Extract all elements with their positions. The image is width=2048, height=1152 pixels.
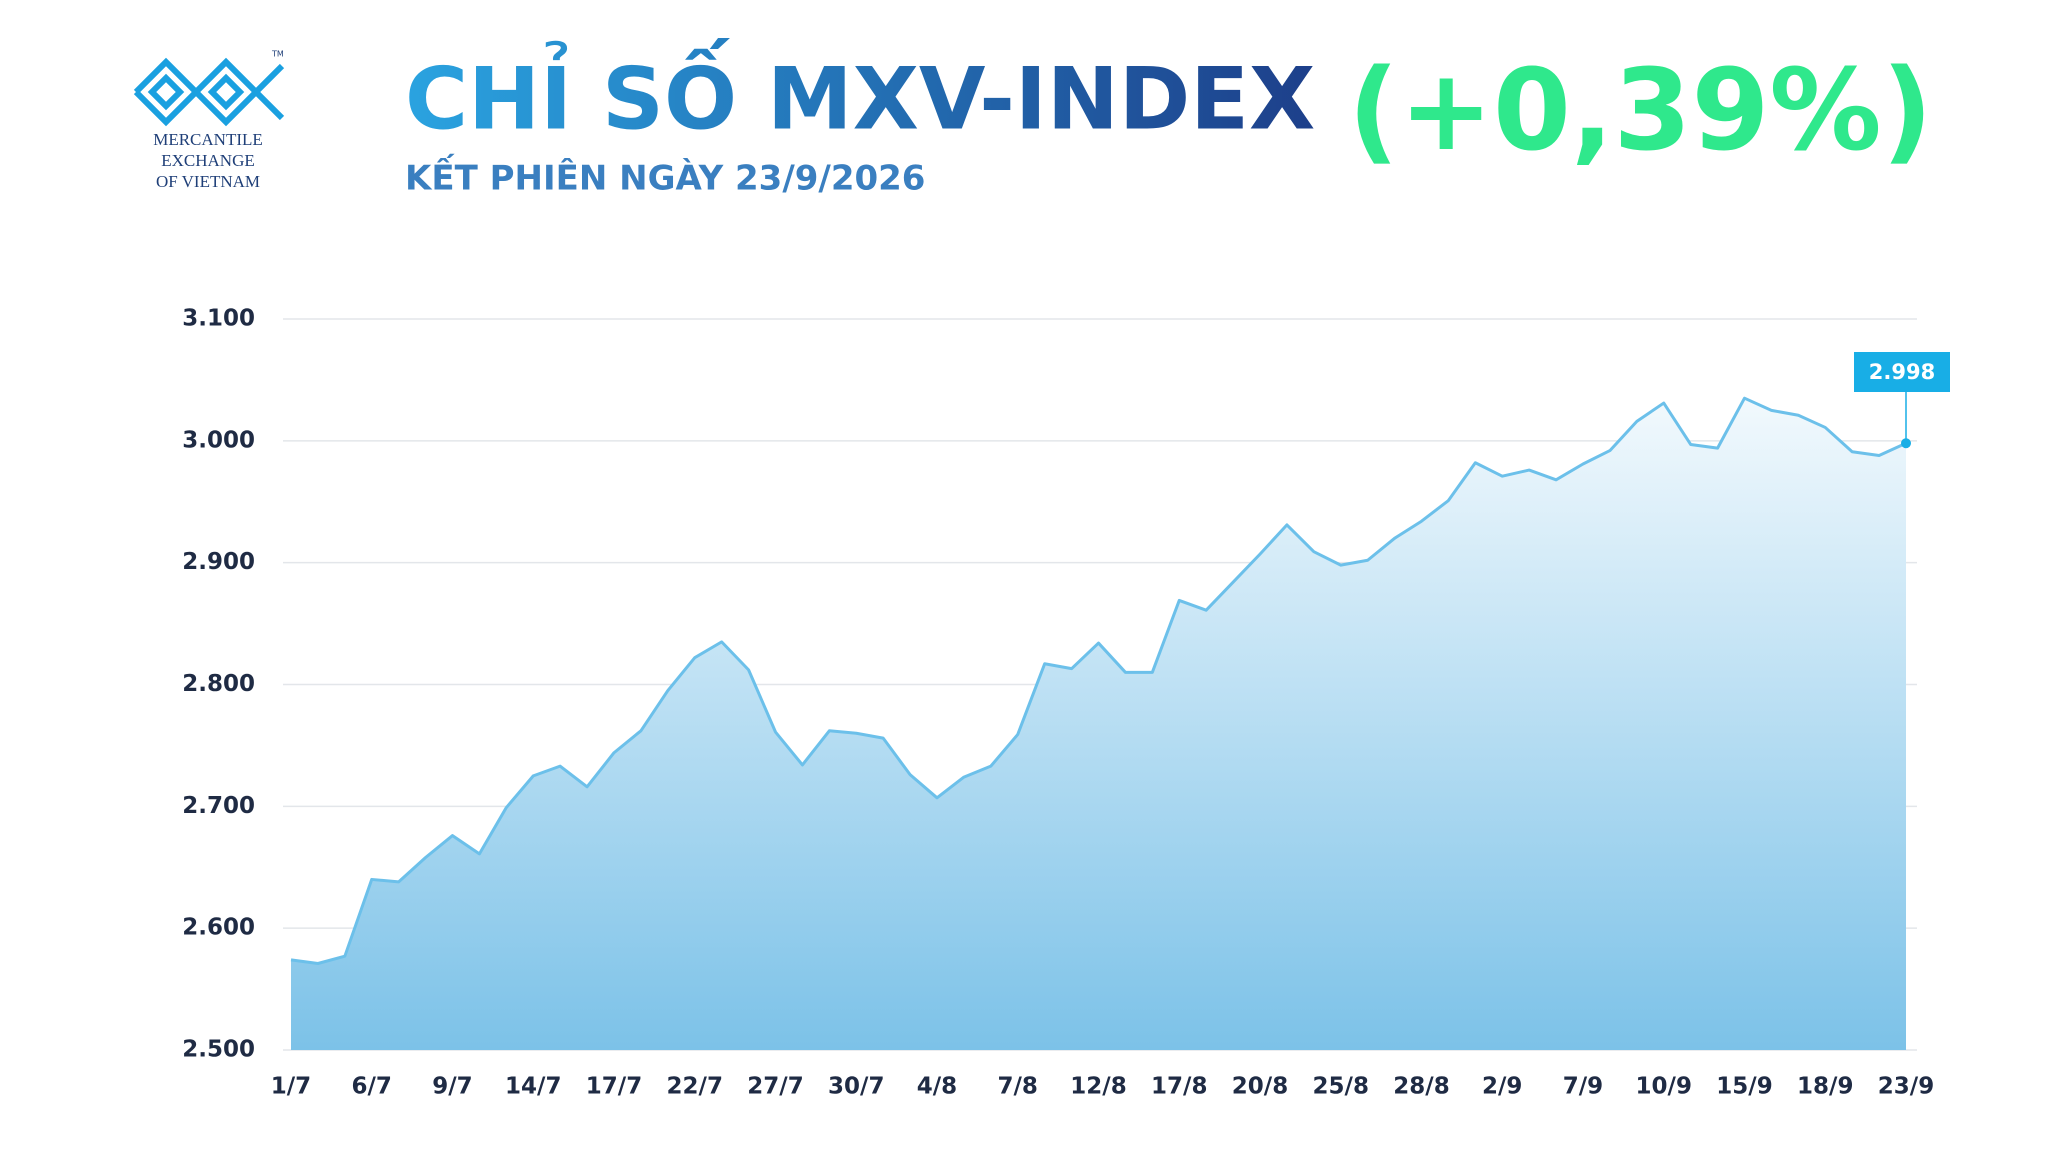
x-tick-label: 6/7 (352, 1074, 392, 1100)
x-tick-label: 20/8 (1232, 1074, 1288, 1100)
y-tick-label: 2.800 (182, 671, 255, 697)
x-tick-label: 28/8 (1393, 1074, 1449, 1100)
x-tick-label: 9/7 (432, 1074, 472, 1100)
x-tick-label: 7/8 (998, 1074, 1038, 1100)
x-tick-label: 22/7 (667, 1074, 723, 1100)
x-tick-label: 23/9 (1878, 1074, 1934, 1100)
x-tick-label: 7/9 (1563, 1074, 1603, 1100)
point (1901, 438, 1911, 449)
x-tick-label: 25/8 (1313, 1074, 1369, 1100)
area (291, 398, 1906, 1051)
y-tick-label: 2.900 (182, 549, 255, 575)
logo-mark (133, 57, 285, 127)
value-label-box (1854, 352, 1950, 392)
x-tick-label: 2/9 (1482, 1074, 1522, 1100)
x-tick-label: 10/9 (1636, 1074, 1692, 1100)
x-tick-label: 4/8 (917, 1074, 957, 1100)
line (290, 396, 1907, 965)
y-tick-label: 3.100 (182, 306, 255, 332)
trademark: TM (271, 50, 284, 59)
y-tick-label: 2.700 (182, 793, 255, 819)
x-tick-label: 30/7 (828, 1074, 884, 1100)
x-tick-label: 15/9 (1716, 1074, 1772, 1100)
chart-subtitle: KẾT PHIÊN NGÀY 23/9/2026 (405, 154, 925, 199)
x-tick-label: 17/7 (586, 1074, 642, 1100)
x-tick-label: 14/7 (505, 1074, 561, 1100)
logo-text: MERCANTILE (153, 130, 263, 149)
y-tick-label: 2.500 (182, 1037, 255, 1063)
value-label: 2.998 (1869, 360, 1935, 384)
x-tick-label: 1/7 (271, 1074, 311, 1100)
chart-title: CHỈ SỐ MXV-INDEX (405, 37, 1315, 149)
x-tick-label: 17/8 (1151, 1074, 1207, 1100)
logo-text: EXCHANGE (161, 151, 255, 170)
x-tick-label: 12/8 (1070, 1074, 1126, 1100)
change-label: (+0,39%) (1348, 46, 1933, 176)
y-tick-label: 2.600 (182, 915, 255, 941)
x-tick-label: 18/9 (1797, 1074, 1853, 1100)
logo-text: OF VIETNAM (156, 172, 260, 191)
y-tick-label: 3.000 (182, 427, 255, 453)
x-tick-label: 27/7 (747, 1074, 803, 1100)
